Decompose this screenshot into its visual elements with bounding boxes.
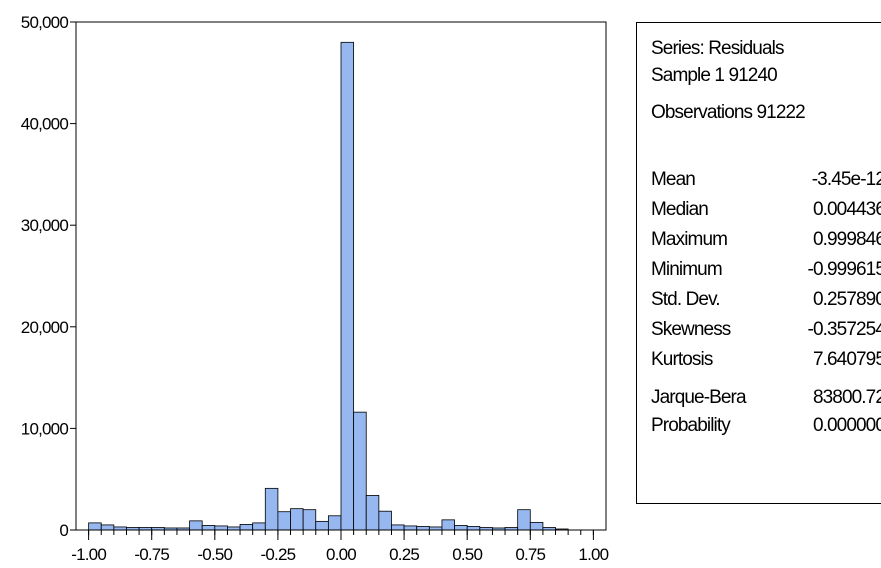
histogram-bar bbox=[378, 510, 392, 531]
histogram-bar bbox=[454, 525, 468, 531]
stat-row: Median 0.004436 bbox=[651, 199, 881, 221]
stat-value: -0.357254 bbox=[807, 319, 881, 340]
stat-label: Maximum bbox=[651, 229, 728, 250]
histogram-bar bbox=[189, 520, 203, 531]
histogram-bar bbox=[277, 511, 291, 531]
x-tick-label: -0.75 bbox=[134, 545, 169, 564]
stat-row: Kurtosis 7.640795 bbox=[651, 349, 881, 371]
histogram-bar bbox=[302, 509, 317, 531]
histogram-bar bbox=[88, 522, 102, 531]
stat-row: Std. Dev. 0.257890 bbox=[651, 289, 881, 311]
histogram-bar bbox=[391, 524, 405, 531]
stat-row: Mean -3.45e-12 bbox=[651, 169, 881, 191]
y-axis: 0 10,000 20,000 30,000 40,000 50,000 bbox=[21, 13, 76, 540]
observations-text: Observations 91222 bbox=[651, 102, 806, 123]
stat-value: 83800.72 bbox=[812, 387, 881, 408]
stat-label: Std. Dev. bbox=[651, 289, 721, 310]
stat-value: -0.999615 bbox=[807, 259, 881, 280]
stat-label: Minimum bbox=[651, 259, 723, 280]
histogram-bar bbox=[214, 525, 228, 531]
x-tick-label: 0.25 bbox=[389, 545, 419, 564]
stat-label: Probability bbox=[651, 415, 731, 436]
histogram-bar bbox=[441, 519, 455, 531]
histogram-bar bbox=[327, 515, 342, 531]
y-tick-label: 20,000 bbox=[21, 318, 69, 337]
histogram-bar bbox=[403, 525, 418, 531]
y-tick-label: 0 bbox=[59, 521, 68, 540]
y-tick-label: 40,000 bbox=[21, 115, 69, 134]
histogram-bar bbox=[466, 526, 481, 531]
stat-label: Skewness bbox=[651, 319, 731, 340]
stat-row: Skewness -0.357254 bbox=[651, 319, 881, 341]
histogram-bar bbox=[100, 524, 115, 531]
x-tick-label: 1.00 bbox=[578, 545, 608, 564]
sample-range-text: Sample 1 91240 bbox=[651, 65, 778, 86]
histogram-bars bbox=[88, 41, 569, 531]
histogram-chart: 0 10,000 20,000 30,000 40,000 50,000 -1.00 -0.… bbox=[21, 13, 610, 564]
histogram-bar bbox=[353, 411, 367, 531]
y-tick-label: 10,000 bbox=[21, 419, 69, 438]
histogram-bar bbox=[290, 508, 304, 531]
stat-value: -3.45e-12 bbox=[811, 169, 881, 190]
histogram-bar bbox=[517, 509, 531, 531]
stat-label: Kurtosis bbox=[651, 349, 713, 370]
stat-value: 0.000000 bbox=[812, 415, 881, 436]
stat-value: 7.640795 bbox=[812, 349, 881, 370]
stat-value: 0.999846 bbox=[812, 229, 881, 250]
stat-row: Minimum -0.999615 bbox=[651, 259, 881, 281]
stat-value: 0.257890 bbox=[812, 289, 881, 310]
x-tick-label: -0.50 bbox=[197, 545, 232, 564]
x-tick-label: 0.75 bbox=[515, 545, 545, 564]
y-tick-label: 30,000 bbox=[21, 216, 69, 235]
histogram-bar bbox=[365, 495, 380, 531]
x-tick-label: -0.25 bbox=[261, 545, 296, 564]
x-tick-label: 0.50 bbox=[452, 545, 482, 564]
x-tick-label: 0.00 bbox=[326, 545, 356, 564]
test-stat-row: Probability 0.000000 bbox=[651, 415, 881, 437]
series-name-text: Series: Residuals bbox=[651, 38, 784, 59]
test-stat-row: Jarque-Bera 83800.72 bbox=[651, 387, 881, 409]
histogram-bar bbox=[529, 521, 544, 531]
histogram-bar bbox=[252, 522, 266, 531]
histogram-bar bbox=[201, 525, 216, 531]
histogram-bar bbox=[315, 520, 329, 531]
x-tick-label: -1.00 bbox=[71, 545, 106, 564]
histogram-bar bbox=[416, 526, 430, 531]
histogram-bar bbox=[239, 524, 254, 531]
x-axis: -1.00 -0.75 -0.50 -0.25 0.00 0.25 0.50 0.75 1.00 bbox=[71, 530, 609, 564]
stat-label: Jarque-Bera bbox=[651, 387, 747, 408]
stat-value: 0.004436 bbox=[812, 199, 881, 220]
y-tick-label: 50,000 bbox=[21, 13, 69, 32]
histogram-bar bbox=[264, 487, 279, 531]
stat-label: Median bbox=[651, 199, 709, 220]
stat-row: Maximum 0.999846 bbox=[651, 229, 881, 251]
descriptive-stats-panel: Series: Residuals Sample 1 91240 Observa… bbox=[636, 22, 881, 504]
histogram-bar bbox=[340, 41, 355, 531]
stat-label: Mean bbox=[651, 169, 696, 190]
